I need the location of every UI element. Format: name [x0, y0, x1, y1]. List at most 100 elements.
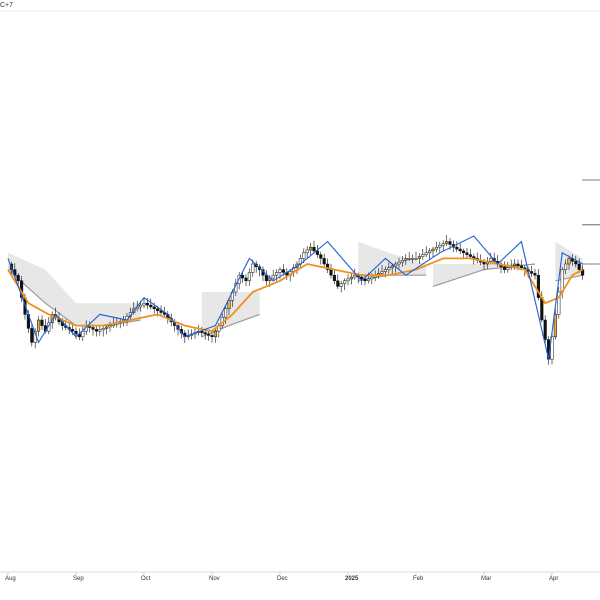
candle-bear: [91, 327, 95, 330]
candle-bull: [213, 330, 217, 338]
candle-bull: [564, 263, 568, 270]
candle-bull: [394, 263, 398, 267]
candle-bear: [71, 329, 75, 332]
candle-bull: [227, 300, 231, 310]
candle-bull: [414, 258, 418, 260]
candle-bear: [16, 274, 20, 282]
x-axis: Aug Sep Oct Nov Dec 2025 Feb Mar Apr: [5, 572, 558, 582]
candle-bull: [105, 326, 109, 329]
candle-bull: [305, 249, 309, 254]
candle-bull: [445, 241, 449, 244]
candle-bear: [40, 319, 44, 326]
x-tick-label: Dec: [277, 576, 288, 582]
candle-bear: [465, 252, 469, 255]
candle-bull: [349, 276, 353, 280]
candle-bull: [567, 258, 571, 265]
candle-bull: [417, 256, 421, 259]
candle-bull: [101, 328, 105, 331]
candle-bull: [37, 319, 41, 332]
candle-bear: [468, 254, 472, 257]
moving-average: [7, 257, 584, 333]
candle-bull: [251, 263, 255, 273]
candle-bear: [149, 304, 153, 308]
candle-bear: [30, 328, 34, 343]
candle-bear: [533, 273, 537, 276]
x-tick-label: Apr: [549, 576, 558, 582]
candle-bear: [203, 332, 207, 335]
x-tick-label: Aug: [5, 576, 16, 582]
candle-bear: [145, 302, 149, 306]
candle-bull: [407, 258, 411, 260]
x-tick-label: Mar: [481, 576, 491, 582]
x-tick-label: Sep: [73, 576, 84, 582]
candle-bear: [319, 254, 323, 259]
candle-bull: [302, 252, 306, 259]
candle-bull: [108, 325, 112, 328]
symbol-label: C+7: [0, 2, 14, 9]
candle-bull: [309, 246, 313, 251]
candle-bull: [383, 269, 387, 272]
x-tick-label: Nov: [209, 576, 220, 582]
candle-bear: [159, 310, 163, 313]
candle-bull: [557, 291, 561, 315]
candle-bull: [400, 260, 404, 263]
candle-bear: [281, 269, 285, 273]
candle-bear: [536, 274, 540, 298]
x-tick-label: 2025: [345, 576, 359, 582]
candle-bear: [462, 250, 466, 254]
candle-bear: [448, 241, 452, 245]
candle-bear: [315, 250, 319, 255]
candle-bull: [424, 252, 428, 255]
candle-bear: [516, 263, 520, 267]
candle-bear: [207, 333, 211, 336]
candle-bull: [387, 267, 391, 270]
candle-bear: [363, 278, 367, 282]
candle-bull: [441, 243, 445, 246]
candle-bull: [370, 276, 374, 280]
envelope-band: [8, 252, 76, 326]
candle-bear: [336, 280, 340, 287]
candle-bull: [434, 246, 438, 250]
candle-bull: [428, 250, 432, 254]
candle-bull: [411, 258, 415, 260]
candle-bear: [577, 263, 581, 270]
x-tick-label: Feb: [413, 576, 424, 582]
candle-bear: [156, 308, 160, 311]
candle-bull: [390, 265, 394, 268]
zigzag-line: [7, 235, 583, 360]
zigzag-path: [7, 235, 583, 360]
candle-bull: [366, 278, 370, 282]
candle-bear: [332, 274, 336, 282]
candle-bull: [421, 254, 425, 257]
candle-bull: [489, 258, 493, 262]
candle-bear: [326, 263, 330, 270]
candle-bear: [329, 269, 333, 276]
candle-bull: [513, 263, 517, 267]
envelope-band-edge: [201, 313, 260, 338]
candle-bull: [343, 280, 347, 284]
candle-bear: [360, 276, 364, 280]
candle-bull: [397, 261, 401, 265]
candle-bull: [431, 248, 435, 252]
candle-bull: [560, 269, 564, 293]
x-tick-label: Oct: [141, 576, 151, 582]
candle-bear: [210, 335, 214, 338]
candle-bear: [241, 274, 245, 279]
candle-bull: [553, 314, 557, 338]
candle-bear: [574, 260, 578, 265]
candlesticks: [9, 235, 585, 365]
candle-bear: [540, 297, 544, 321]
candle-bull: [438, 245, 442, 248]
candle-bear: [94, 329, 98, 332]
candle-bull: [247, 272, 251, 282]
right-price-markers: [582, 179, 600, 265]
candle-bear: [312, 246, 316, 252]
candle-bull: [380, 271, 384, 274]
candle-bear: [322, 258, 326, 265]
envelope-band-edge: [555, 274, 583, 282]
candle-bull: [275, 272, 279, 276]
candle-bear: [74, 330, 78, 335]
candle-bull: [278, 269, 282, 273]
